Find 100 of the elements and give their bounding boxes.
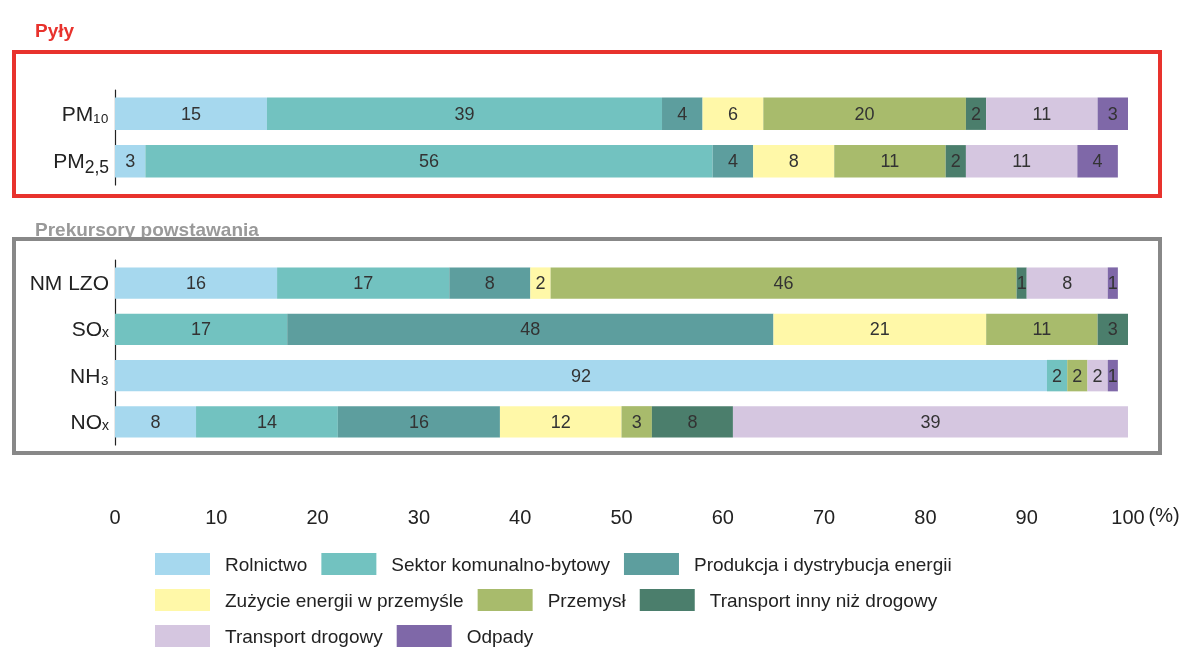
- x-tick-label: 0: [109, 506, 121, 528]
- bar: [115, 359, 1047, 392]
- y-tick-label: PM$_{2,5}$: [53, 148, 109, 180]
- chart-title: Prekursory powstawania: [35, 219, 260, 240]
- legend-label: Przemysł: [547, 589, 627, 611]
- data-label: 17: [191, 319, 212, 340]
- data-label: 4: [1092, 151, 1103, 172]
- bar: [115, 267, 278, 299]
- bar: [337, 406, 500, 438]
- bar: [449, 267, 531, 299]
- x-tick-label: 10: [205, 506, 228, 528]
- bar: [1026, 267, 1108, 299]
- bar: [277, 267, 450, 299]
- data-label: 2: [971, 103, 982, 124]
- bar: [702, 97, 764, 130]
- data-label: 20: [854, 103, 875, 124]
- bar: [834, 145, 946, 178]
- bar: [1097, 97, 1128, 130]
- bar: [651, 406, 733, 438]
- legend-label: Transport drogowy: [225, 625, 384, 647]
- data-label: 12: [550, 411, 571, 432]
- bar: [986, 97, 1098, 130]
- bar: [115, 406, 197, 438]
- bar: [115, 313, 288, 346]
- legend-label: Sektor komunalno-bytowy: [391, 553, 611, 575]
- data-label: 3: [1107, 319, 1118, 340]
- data-label: 11: [1032, 319, 1052, 340]
- bar: [499, 406, 622, 438]
- y-tick-label: NM LZO: [29, 270, 109, 297]
- data-label: 14: [256, 411, 277, 432]
- data-label: 2: [1052, 365, 1063, 386]
- data-label: 8: [687, 411, 698, 432]
- data-label: 46: [773, 273, 794, 294]
- data-label: 1: [1107, 365, 1118, 386]
- data-label: 3: [125, 151, 136, 172]
- legend-label: Produkcja i dystrybucja energii: [693, 553, 952, 575]
- x-tick-label: 80: [914, 506, 937, 528]
- data-label: 11: [880, 151, 900, 172]
- bar: [965, 145, 1078, 178]
- bar: [773, 313, 987, 346]
- data-label: 21: [869, 319, 890, 340]
- bar: [266, 97, 663, 130]
- data-label: 8: [788, 151, 799, 172]
- legend-label: Transport inny niż drogowy: [709, 589, 938, 611]
- x-axis-title: (%): [1148, 504, 1180, 526]
- legend-label: Rolnictwo: [225, 553, 308, 575]
- bar: [115, 97, 267, 130]
- y-tick-label: NOₓ: [70, 408, 109, 435]
- bar: [1077, 145, 1118, 178]
- chart-title: Pyły: [35, 20, 75, 41]
- data-label: 39: [920, 411, 941, 432]
- data-label: 8: [1062, 273, 1073, 294]
- y-tick-label: PM₁₀: [61, 100, 109, 127]
- legend-label: Odpady: [466, 625, 534, 647]
- x-tick-label: 30: [407, 506, 431, 528]
- bar: [550, 267, 1017, 299]
- bar: [662, 97, 703, 130]
- x-tick-label: 20: [306, 506, 329, 528]
- bar: [145, 145, 713, 178]
- data-label: 3: [1107, 103, 1118, 124]
- data-label: 92: [570, 365, 591, 386]
- y-tick-label: NH₃: [70, 362, 109, 389]
- data-label: 3: [631, 411, 642, 432]
- x-tick-label: 40: [509, 506, 532, 528]
- legend-label: Zużycie energii w przemyśle: [225, 589, 464, 611]
- data-label: 48: [520, 319, 541, 340]
- data-label: 16: [186, 273, 207, 294]
- bar: [1087, 359, 1108, 392]
- bar: [115, 145, 146, 178]
- bar: [712, 145, 754, 178]
- x-tick-label: 90: [1015, 506, 1038, 528]
- x-tick-label: 50: [610, 506, 633, 528]
- bar: [986, 313, 1098, 346]
- x-tick-label: 60: [711, 506, 734, 528]
- data-label: 56: [419, 151, 440, 172]
- bar: [753, 145, 835, 178]
- data-label: 2: [1092, 365, 1103, 386]
- data-label: 17: [353, 273, 374, 294]
- data-label: 16: [408, 411, 429, 432]
- bar: [732, 406, 1128, 438]
- data-label: 6: [727, 103, 738, 124]
- bar: [196, 406, 338, 438]
- data-label: 2: [1072, 365, 1083, 386]
- y-tick-label: SOₓ: [71, 316, 109, 343]
- bar: [621, 406, 652, 438]
- data-label: 11: [1012, 151, 1031, 172]
- x-tick-label: 70: [812, 506, 836, 528]
- data-label: 2: [950, 151, 961, 172]
- data-label: 15: [180, 103, 201, 124]
- data-label: 4: [727, 151, 738, 172]
- data-label: 8: [150, 411, 161, 432]
- data-label: 39: [454, 103, 475, 124]
- x-tick-label: 100: [1111, 506, 1145, 528]
- data-label: 11: [1032, 103, 1052, 124]
- bar: [287, 313, 774, 346]
- data-label: 1: [1016, 273, 1027, 294]
- data-label: 2: [535, 273, 546, 294]
- data-label: 1: [1107, 273, 1118, 294]
- data-label: 8: [484, 273, 495, 294]
- data-label: 4: [677, 103, 688, 124]
